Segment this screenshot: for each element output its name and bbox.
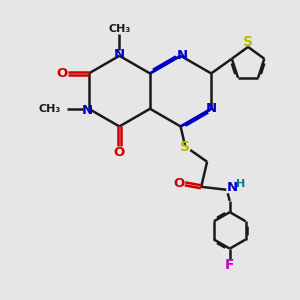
- Text: O: O: [173, 177, 185, 190]
- Text: CH₃: CH₃: [108, 24, 130, 34]
- Text: N: N: [82, 104, 93, 117]
- Text: S: S: [243, 34, 253, 49]
- Text: S: S: [180, 140, 190, 154]
- Text: H: H: [236, 179, 245, 189]
- Text: N: N: [114, 48, 125, 61]
- Text: O: O: [56, 67, 67, 80]
- Text: O: O: [114, 146, 125, 159]
- Text: F: F: [225, 258, 235, 272]
- Text: N: N: [176, 49, 188, 62]
- Text: CH₃: CH₃: [39, 104, 61, 114]
- Text: N: N: [227, 181, 238, 194]
- Text: N: N: [206, 102, 217, 115]
